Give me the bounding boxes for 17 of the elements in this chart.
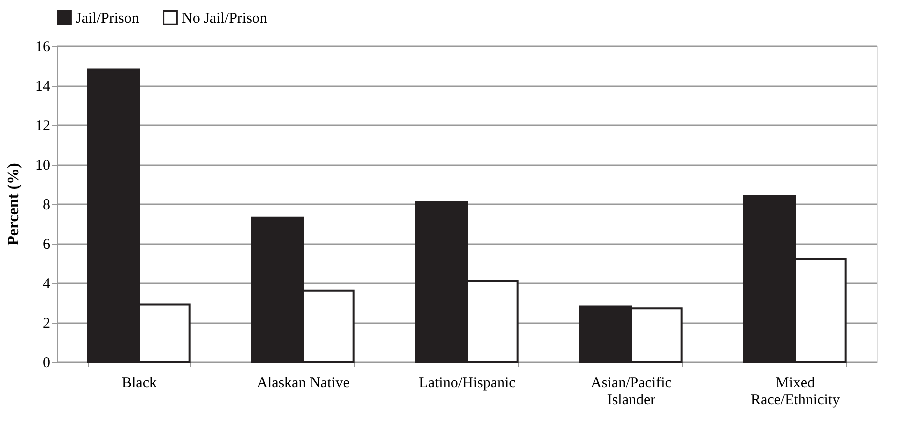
x-tick-label: Mixed Race/Ethnicity: [750, 376, 841, 408]
y-tick-label: 16: [36, 40, 51, 56]
y-tick-label: 4: [43, 276, 51, 292]
x-tick-label: Asian/Pacific Islander: [591, 376, 672, 408]
y-tick-label: 8: [43, 198, 50, 214]
y-axis-title: Percent (%): [6, 163, 22, 246]
y-tick-label: 0: [43, 356, 50, 372]
y-tick-label: 14: [36, 79, 51, 95]
y-tick-label: 12: [36, 118, 50, 134]
x-tick-label: Alaskan Native: [257, 376, 350, 392]
y-tick-label: 10: [36, 158, 50, 174]
y-tick-label: 2: [43, 316, 50, 332]
x-tick-label: Latino/Hispanic: [419, 376, 516, 392]
legend-label: Jail/Prison: [76, 10, 140, 27]
x-tick-label: Black: [122, 376, 158, 392]
legend-label: No Jail/Prison: [182, 10, 268, 27]
y-tick-label: 6: [43, 237, 51, 253]
